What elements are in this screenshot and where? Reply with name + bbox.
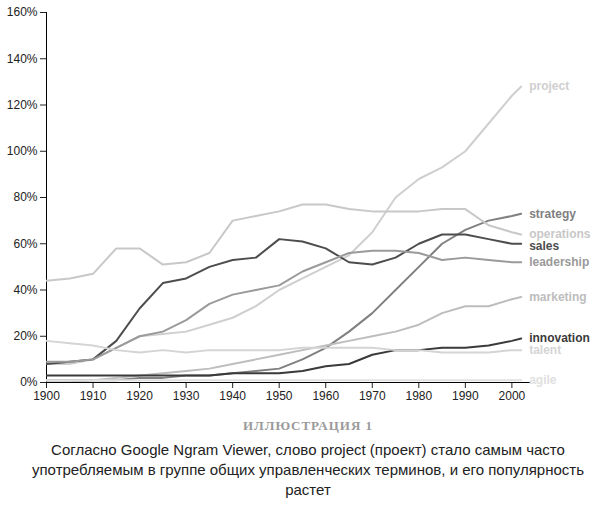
svg-text:120%: 120% <box>7 98 38 112</box>
svg-text:160%: 160% <box>7 5 38 19</box>
svg-text:1910: 1910 <box>80 389 107 403</box>
svg-text:1970: 1970 <box>359 389 386 403</box>
svg-text:innovation: innovation <box>529 331 590 346</box>
svg-text:marketing: marketing <box>529 290 586 304</box>
svg-text:1980: 1980 <box>405 389 432 403</box>
svg-text:strategy: strategy <box>529 207 576 221</box>
svg-text:1900: 1900 <box>33 389 60 403</box>
svg-text:1940: 1940 <box>219 389 246 403</box>
svg-text:140%: 140% <box>7 52 38 66</box>
svg-text:1920: 1920 <box>126 389 153 403</box>
svg-text:sales: sales <box>529 239 559 253</box>
svg-text:1950: 1950 <box>266 389 293 403</box>
svg-text:leadership: leadership <box>529 255 589 269</box>
svg-text:1930: 1930 <box>173 389 200 403</box>
html-text:Согласно Google Ngram Viewer,: Согласно Google Ngram Viewer, слово proj… <box>32 441 584 498</box>
svg-text:40%: 40% <box>13 283 37 297</box>
svg-text:100%: 100% <box>7 144 38 158</box>
svg-text:20%: 20% <box>13 329 37 343</box>
svg-text:project: project <box>529 79 569 93</box>
svg-text:80%: 80% <box>13 190 37 204</box>
svg-text:60%: 60% <box>13 237 37 251</box>
svg-text:talent: talent <box>529 343 561 357</box>
svg-text:agile: agile <box>529 373 557 387</box>
svg-text:1990: 1990 <box>452 389 479 403</box>
svg-text:operations: operations <box>529 227 591 242</box>
svg-text:1960: 1960 <box>312 389 339 403</box>
html-text:ИЛЛЮСТРАЦИЯ 1: ИЛЛЮСТРАЦИЯ 1 <box>242 418 374 433</box>
svg-text:2000: 2000 <box>499 389 526 403</box>
svg-text:0%: 0% <box>20 375 38 389</box>
